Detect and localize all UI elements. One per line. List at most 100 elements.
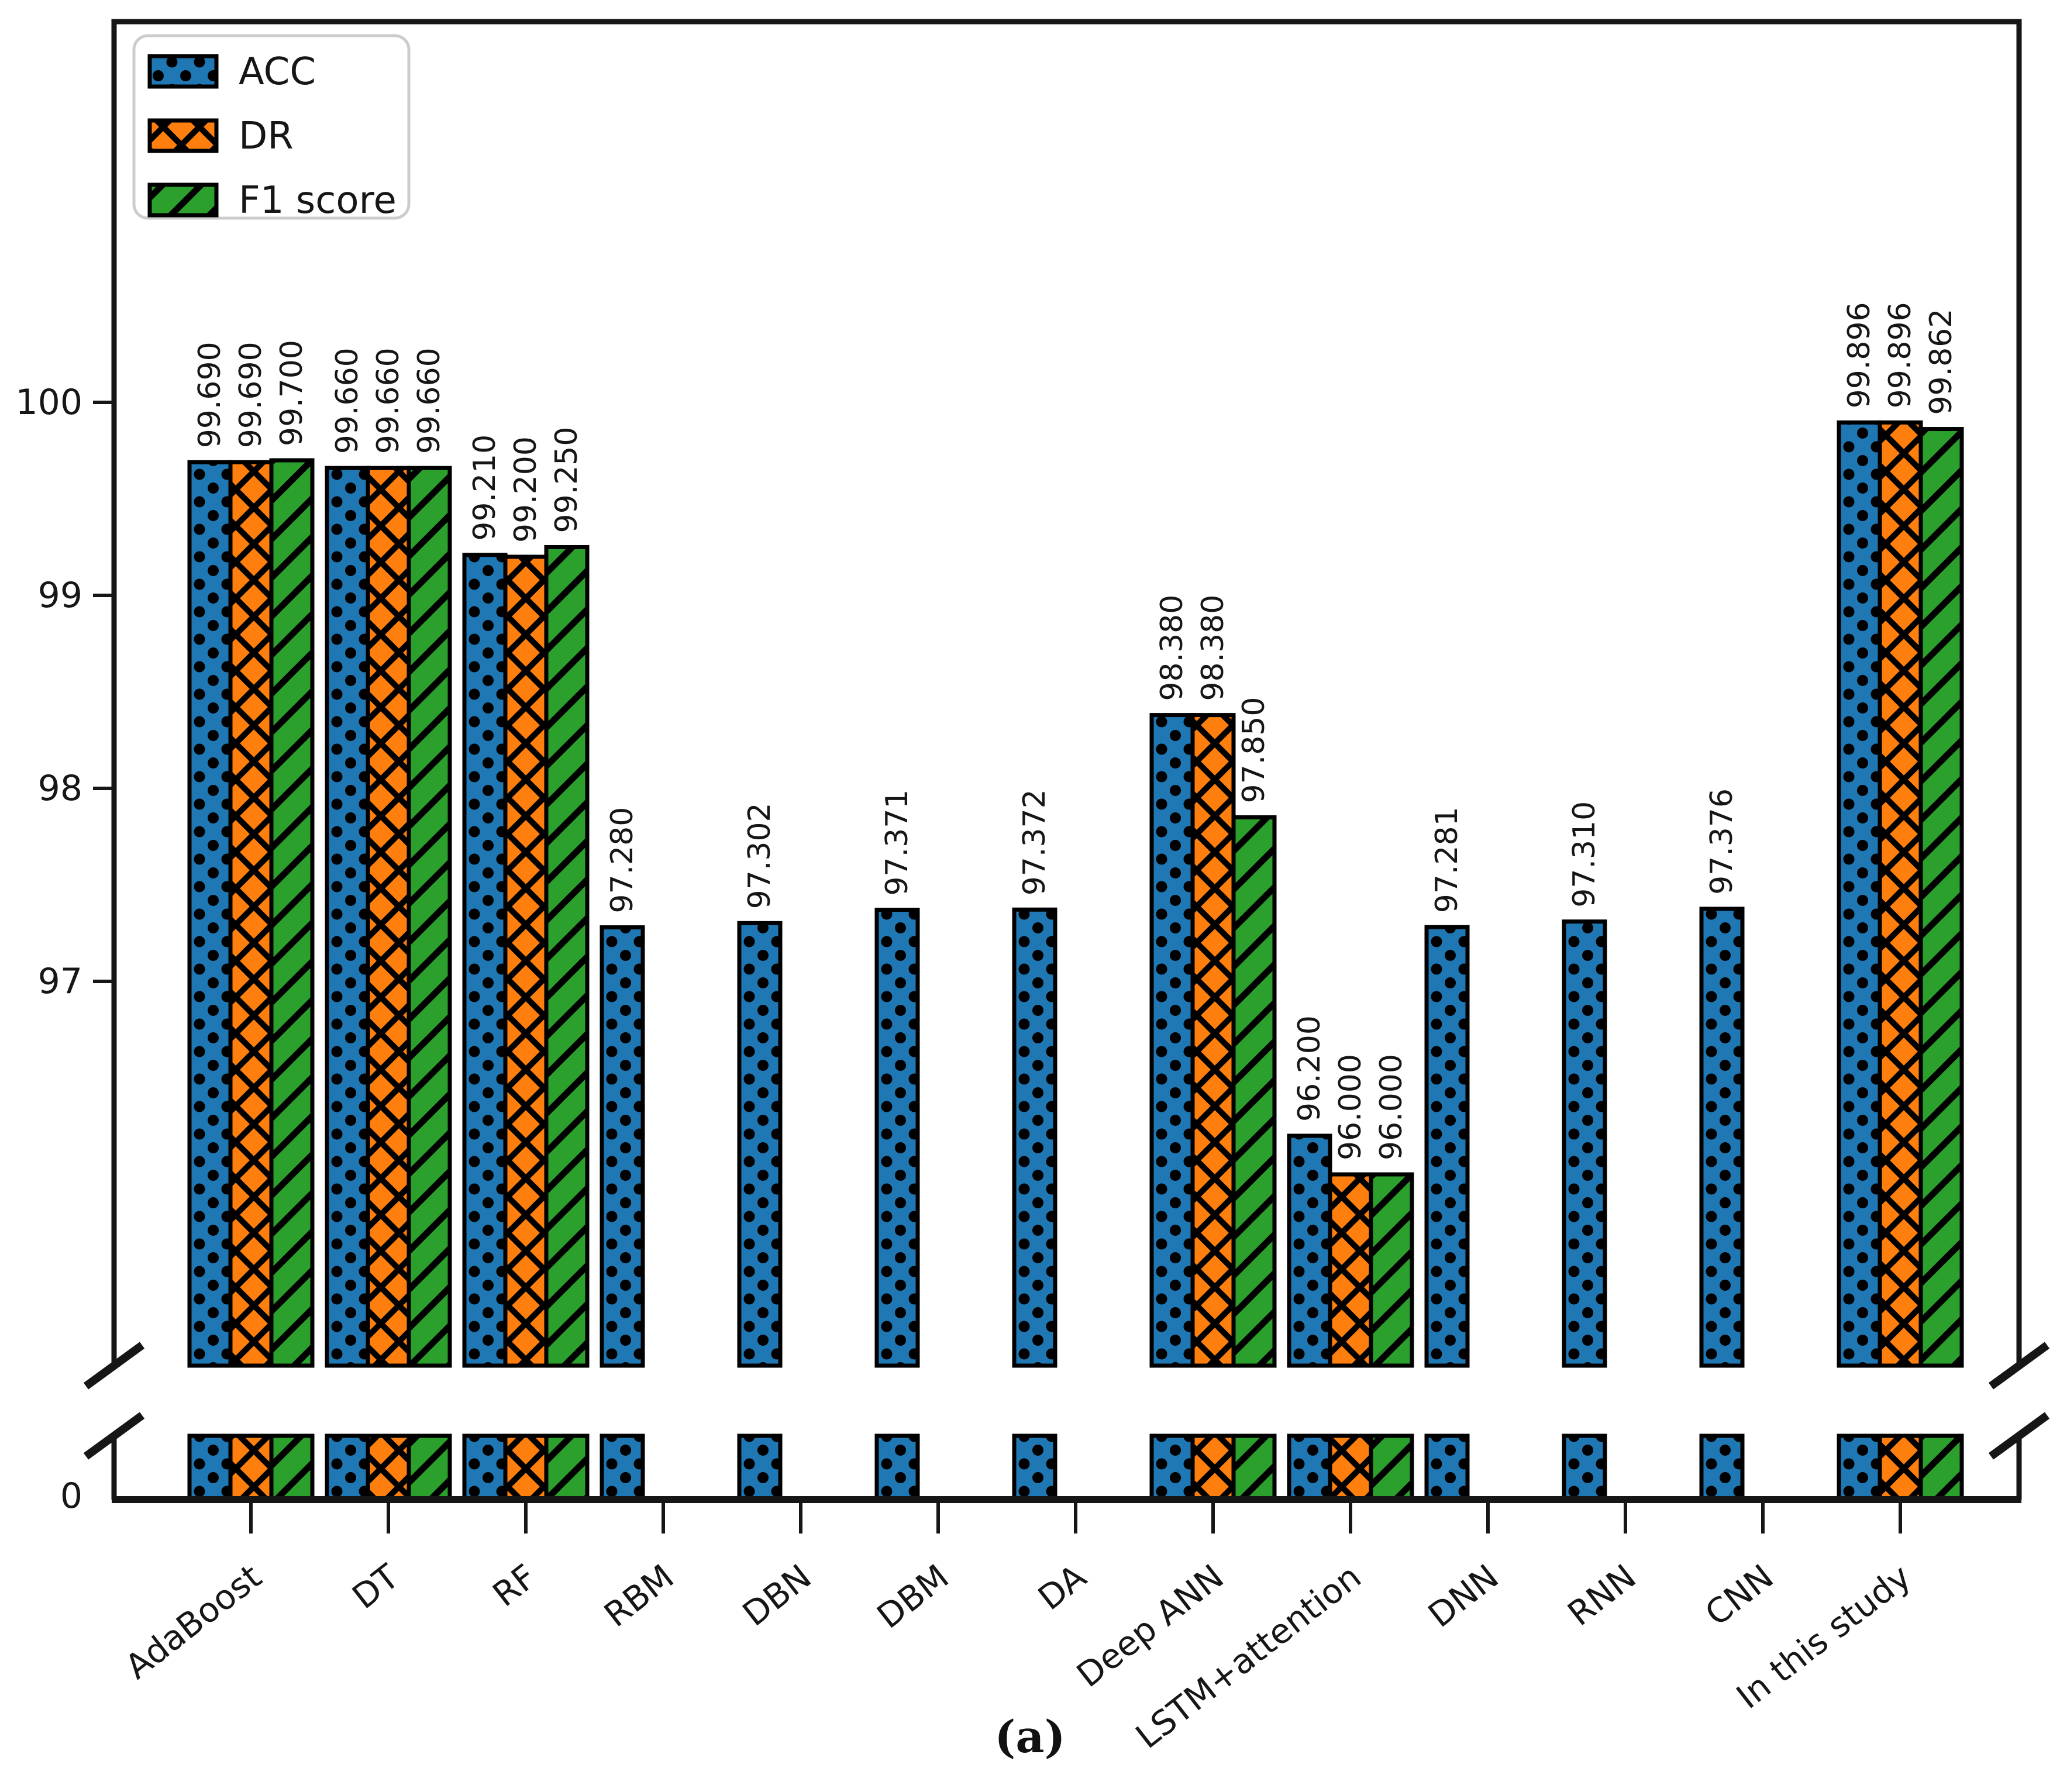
- x-tick-label-CNN: CNN: [1697, 1556, 1780, 1634]
- bar-stub-ACC-DNN: [1424, 1433, 1470, 1502]
- bar-value-label: 96.200: [1292, 1015, 1327, 1122]
- bar-value-label: 99.660: [371, 347, 406, 454]
- legend-label: F1 score: [239, 179, 397, 222]
- bar-ACC-LSTM+attention: [1287, 1133, 1332, 1368]
- upper-axis-spines: [111, 19, 2022, 1366]
- bar-value-label: 99.200: [508, 436, 543, 543]
- bar-stub-ACC-DA: [1012, 1433, 1057, 1502]
- bar-ACC-Deep ANN: [1149, 713, 1195, 1368]
- bar-value-label: 98.380: [1155, 595, 1190, 701]
- bar-value-label: 96.000: [1374, 1054, 1409, 1160]
- axis-break-mark: [83, 1342, 145, 1390]
- bar-stub-ACC-DBM: [874, 1433, 920, 1502]
- axis-break-mark: [83, 1412, 145, 1460]
- bar-ACC-AdaBoost: [187, 460, 233, 1368]
- axes: [83, 19, 2050, 1503]
- y-tick-label: 100: [15, 382, 82, 423]
- legend-swatch-ACC: [147, 54, 219, 89]
- bar-F1 score-DT: [407, 466, 452, 1368]
- figure-caption: (a): [994, 1711, 1066, 1763]
- x-tick-label-DBN: DBN: [735, 1556, 819, 1634]
- bar-value-label: 99.250: [549, 427, 584, 533]
- bar-value-label: 97.302: [742, 802, 777, 909]
- bar-DR-Deep ANN: [1190, 713, 1236, 1368]
- bar-F1 score-Deep ANN: [1231, 815, 1277, 1368]
- x-tick-label-RF: RF: [485, 1556, 544, 1614]
- bar-stub-F1 score-LSTM+attention: [1369, 1433, 1414, 1502]
- bar-value-label: 99.210: [467, 435, 502, 541]
- bar-value-label: 99.896: [1883, 302, 1918, 408]
- bar-F1 score-RF: [544, 545, 590, 1368]
- bar-DR-AdaBoost: [228, 460, 274, 1368]
- bar-DR-In this study: [1878, 420, 1923, 1368]
- axis-break-mark: [1988, 1412, 2050, 1460]
- legend-label: DR: [239, 115, 294, 158]
- bar-DR-DT: [366, 466, 411, 1368]
- bar-stub-F1 score-In this study: [1918, 1433, 1964, 1502]
- bar-value-label: 97.281: [1429, 807, 1465, 913]
- lower-axis-spines: [111, 1436, 2022, 1500]
- bar-value-label: 97.376: [1704, 788, 1739, 895]
- series-F1 score: 99.700 99.660 99.250 97.850 96.000 99.862: [269, 309, 1964, 1502]
- bar-DR-RF: [503, 554, 549, 1368]
- bar-value-label: 97.371: [880, 790, 915, 896]
- bar-stub-ACC-CNN: [1699, 1433, 1745, 1502]
- bar-ACC-DT: [325, 466, 370, 1368]
- bar-stub-F1 score-RF: [544, 1433, 590, 1502]
- bar-stub-DR-In this study: [1878, 1433, 1923, 1502]
- series-ACC: 99.690 99.660 99.210 97.280 97.302 97.371 97.3…: [187, 302, 1882, 1502]
- bar-stub-ACC-RNN: [1562, 1433, 1607, 1502]
- bars: 99.690 99.660 99.210 97.280 97.302 97.371 97.3…: [187, 302, 1964, 1502]
- y-tick-label: 99: [38, 575, 82, 616]
- bar-value-label: 97.310: [1567, 801, 1602, 908]
- legend-label: ACC: [239, 50, 316, 94]
- bar-value-label: 97.850: [1236, 697, 1272, 804]
- bar-value-label: 96.000: [1333, 1054, 1368, 1160]
- bar-stub-F1 score-DT: [407, 1433, 452, 1502]
- x-tick-label-RNN: RNN: [1560, 1556, 1644, 1634]
- x-tick-label-DBM: DBM: [870, 1556, 956, 1636]
- bar-value-label: 99.690: [233, 342, 268, 448]
- legend: ACC DR F1 score: [132, 34, 411, 222]
- bar-stub-ACC-DBN: [737, 1433, 783, 1502]
- x-tick-label-DT: DT: [345, 1556, 407, 1617]
- y-axis: 100 99 98 97 0: [15, 382, 114, 1517]
- bar-stub-DR-Deep ANN: [1190, 1433, 1236, 1502]
- y-tick-label: 98: [38, 768, 82, 809]
- bar-value-label: 97.372: [1017, 789, 1052, 895]
- axis-break-mark: [1988, 1342, 2050, 1390]
- bar-ACC-RF: [462, 553, 508, 1368]
- bar-value-label: 99.660: [412, 347, 447, 454]
- bar-value-label: 99.690: [192, 342, 228, 448]
- bar-F1 score-LSTM+attention: [1369, 1172, 1414, 1368]
- bar-ACC-CNN: [1699, 907, 1745, 1368]
- bar-stub-DR-LSTM+attention: [1328, 1433, 1373, 1502]
- bar-stub-F1 score-Deep ANN: [1231, 1433, 1277, 1502]
- legend-swatch-DR: [147, 118, 219, 153]
- x-tick-label-DA: DA: [1031, 1556, 1094, 1618]
- legend-swatch-F1 score: [147, 182, 219, 218]
- bar-ACC-RNN: [1562, 919, 1607, 1368]
- bar-value-label: 98.380: [1196, 595, 1231, 701]
- bar-value-label: 99.660: [330, 347, 365, 454]
- bar-stub-DR-DT: [366, 1433, 411, 1502]
- bar-ACC-DBN: [737, 921, 783, 1368]
- x-tick-label-DNN: DNN: [1421, 1556, 1506, 1635]
- bar-ACC-DNN: [1424, 925, 1470, 1368]
- bar-stub-ACC-AdaBoost: [187, 1433, 233, 1502]
- bar-value-label: 99.896: [1842, 302, 1877, 408]
- bar-stub-ACC-In this study: [1837, 1433, 1882, 1502]
- y-tick-label: 97: [38, 961, 82, 1002]
- bar-ACC-DBM: [874, 908, 920, 1368]
- bar-stub-ACC-RBM: [600, 1433, 645, 1502]
- bar-stub-DR-AdaBoost: [228, 1433, 274, 1502]
- bar-stub-F1 score-AdaBoost: [269, 1433, 315, 1502]
- bar-ACC-RBM: [600, 925, 645, 1368]
- bar-value-label: 99.862: [1924, 309, 1959, 415]
- bar-stub-ACC-RF: [462, 1433, 508, 1502]
- bar-F1 score-AdaBoost: [269, 458, 315, 1368]
- bar-F1 score-In this study: [1918, 427, 1964, 1368]
- bar-stub-ACC-LSTM+attention: [1287, 1433, 1332, 1502]
